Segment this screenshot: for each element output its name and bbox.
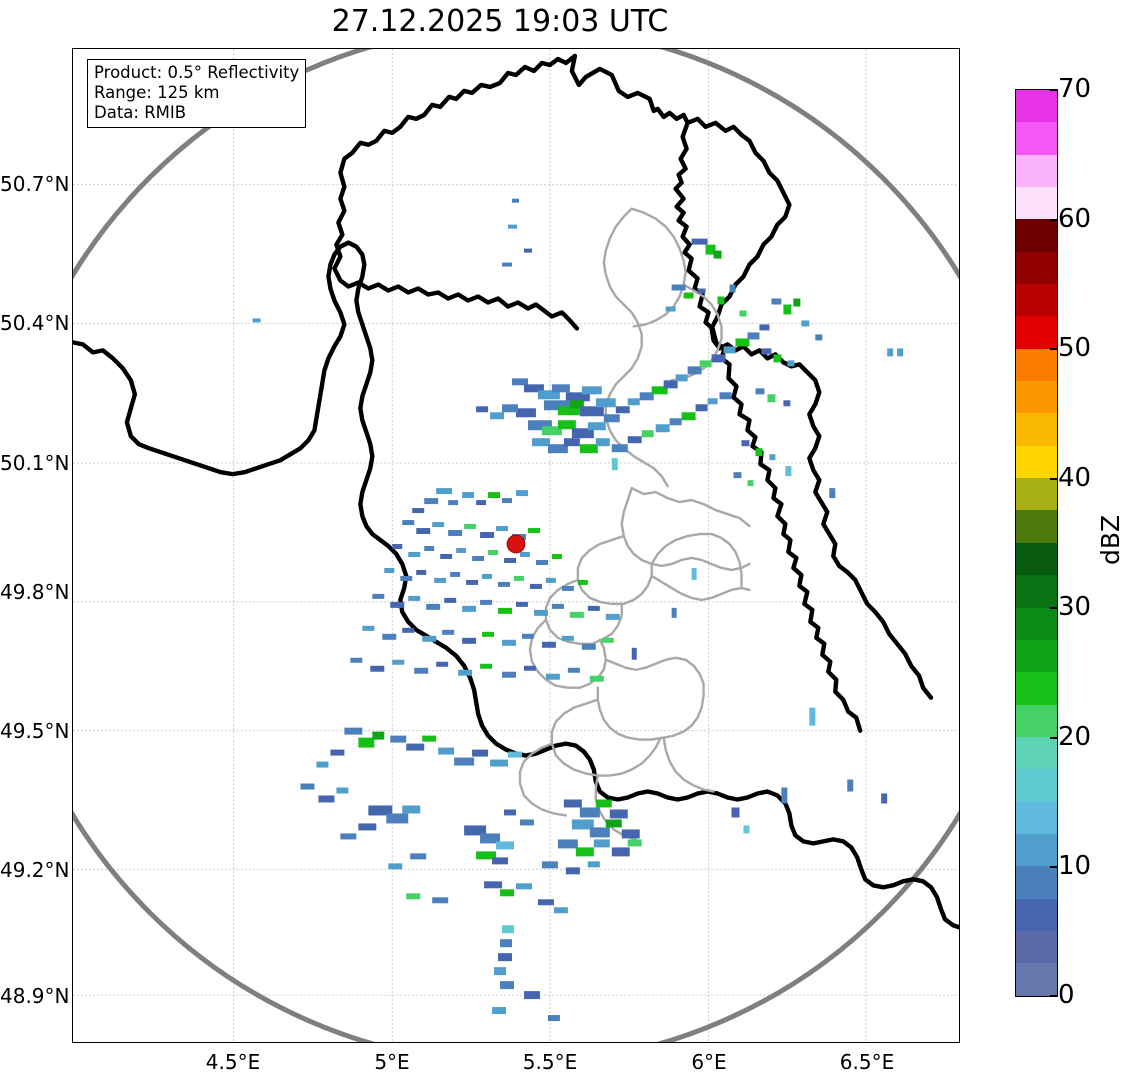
colorbar-band-50-52.5 <box>1016 316 1057 349</box>
info-range: Range: 125 km <box>94 83 220 103</box>
colorbar-band-5-7.5 <box>1016 898 1057 931</box>
national-border-east <box>685 116 934 700</box>
reflectivity-echoes <box>252 198 904 1022</box>
colorbar-tick-60: 60 <box>1058 204 1092 234</box>
echo-group-south <box>504 799 642 875</box>
colorbar-tick-10: 10 <box>1058 851 1092 881</box>
echo-group-southwest <box>300 727 568 1022</box>
colorbar-tick-mark-30 <box>1050 607 1058 609</box>
x-tick-label-6-5: 6.5°E <box>839 1050 895 1074</box>
echo-group-far-east <box>829 348 904 804</box>
colorbar-axis-label: dBZ <box>1096 514 1125 565</box>
info-box: Product: 0.5° Reflectivity Range: 125 km… <box>87 59 307 129</box>
colorbar-band-17.5-20 <box>1016 736 1057 770</box>
radar-plot[interactable]: Product: 0.5° Reflectivity Range: 125 km… <box>72 48 960 1043</box>
colorbar-tick-70: 70 <box>1058 74 1092 104</box>
colorbar-tick-mark-20 <box>1050 737 1058 739</box>
colorbar-band-10-12.5 <box>1016 833 1057 867</box>
echo-group-main-band <box>476 324 770 454</box>
colorbar-band-47.5-50 <box>1016 348 1057 382</box>
colorbar-tick-mark-10 <box>1050 866 1058 868</box>
colorbar-band-25-27.5 <box>1016 639 1057 673</box>
echo-group-east <box>611 298 894 834</box>
colorbar-tick-50: 50 <box>1058 333 1092 363</box>
y-tick-label-49-2: 49.2°N <box>0 858 70 882</box>
colorbar-tick-0: 0 <box>1058 980 1075 1010</box>
y-tick-label-50-4: 50.4°N <box>0 311 70 335</box>
y-tick-label-50-7: 50.7°N <box>0 172 70 196</box>
colorbar-band-57.5-60 <box>1016 219 1057 252</box>
colorbar-tick-20: 20 <box>1058 722 1092 752</box>
colorbar-band-62.5-65 <box>1016 154 1057 188</box>
colorbar-band-40-42.5 <box>1016 445 1057 479</box>
x-tick-label-4-5: 4.5°E <box>205 1050 261 1074</box>
colorbar-band-65-67.5 <box>1016 122 1057 155</box>
colorbar-tick-mark-50 <box>1050 348 1058 350</box>
y-tick-label-49-8: 49.8°N <box>0 580 70 604</box>
country-borders <box>569 53 863 733</box>
x-tick-label-6: 6°E <box>691 1050 727 1074</box>
colorbar[interactable] <box>1015 89 1058 997</box>
info-product: Product: 0.5° Reflectivity <box>94 63 300 82</box>
colorbar-band-37.5-40 <box>1016 478 1057 511</box>
national-border-west <box>73 240 959 930</box>
colorbar-band-27.5-30 <box>1016 607 1057 640</box>
echo-group-north <box>252 198 747 323</box>
y-tick-label-50-1: 50.1°N <box>0 451 70 475</box>
radar-map-canvas[interactable] <box>73 49 959 1042</box>
y-tick-label-49-5: 49.5°N <box>0 719 70 743</box>
colorbar-band-55-57.5 <box>1016 251 1057 285</box>
colorbar-band-35-37.5 <box>1016 510 1057 543</box>
colorbar-band-0-2.5 <box>1016 963 1057 996</box>
x-tick-label-5: 5°E <box>374 1050 410 1074</box>
colorbar-tick-30: 30 <box>1058 592 1092 622</box>
colorbar-tick-mark-0 <box>1050 995 1058 997</box>
colorbar-band-45-47.5 <box>1016 381 1057 414</box>
colorbar-band-2.5-5 <box>1016 930 1057 964</box>
national-border-north <box>332 53 580 331</box>
colorbar-tick-mark-40 <box>1050 478 1058 480</box>
colorbar-tick-mark-60 <box>1050 219 1058 221</box>
colorbar-band-15-17.5 <box>1016 769 1057 802</box>
y-tick-label-48-9: 48.9°N <box>0 984 70 1008</box>
colorbar-band-42.5-45 <box>1016 413 1057 446</box>
radar-site-marker <box>506 534 526 554</box>
colorbar-band-52.5-55 <box>1016 284 1057 317</box>
x-tick-label-5-5: 5.5°E <box>522 1050 578 1074</box>
colorbar-band-7.5-10 <box>1016 866 1057 899</box>
colorbar-band-67.5-70 <box>1016 90 1057 123</box>
colorbar-band-32.5-35 <box>1016 542 1057 576</box>
colorbar-band-20-22.5 <box>1016 704 1057 737</box>
info-data: Data: RMIB <box>94 103 187 123</box>
page-title: 27.12.2025 19:03 UTC <box>331 4 669 39</box>
echo-group-center <box>350 488 620 682</box>
colorbar-band-12.5-15 <box>1016 801 1057 834</box>
colorbar-band-22.5-25 <box>1016 672 1057 705</box>
colorbar-band-60-62.5 <box>1016 187 1057 220</box>
colorbar-band-30-32.5 <box>1016 575 1057 608</box>
colorbar-tick-mark-70 <box>1050 89 1058 91</box>
colorbar-tick-40: 40 <box>1058 463 1092 493</box>
